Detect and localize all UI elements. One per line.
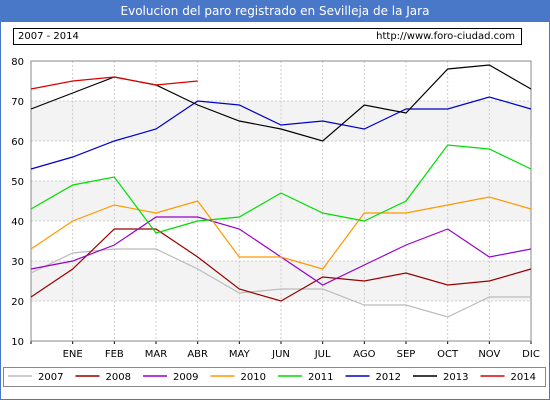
x-tick-label: OCT [437,349,459,360]
legend-label-2009: 2009 [173,372,198,383]
y-tick-label: 80 [11,57,24,68]
legend-label-2008: 2008 [106,372,131,383]
source-url: http://www.foro-ciudad.com [376,31,515,42]
series-line-2011 [30,144,532,234]
y-tick-label: 30 [11,257,24,268]
x-tick-label: AGO [353,349,375,360]
x-tick-label: ABR [187,349,208,360]
y-tick-label: 50 [11,177,24,188]
x-tick-label: SEP [397,349,416,360]
chart-title: Evolucion del paro registrado en Seville… [0,0,550,22]
legend-label-2007: 2007 [38,372,63,383]
x-tick-label: ENE [63,349,83,360]
series-line-2010 [30,196,532,270]
legend [3,367,546,387]
series-line-2012 [30,96,532,170]
plot-border [30,60,532,342]
y-tick-label: 40 [11,217,24,228]
legend-label-2013: 2013 [443,372,468,383]
x-tick-label: JUN [271,349,290,360]
y-tick-label: 20 [11,297,24,308]
x-tick-label: DIC [522,349,540,360]
legend-label-2014: 2014 [511,372,536,383]
legend-label-2010: 2010 [241,372,266,383]
period-label: 2007 - 2014 [18,31,79,42]
y-tick-label: 60 [11,137,24,148]
x-tick-label: MAR [145,349,167,360]
x-tick-label: MAY [229,349,251,360]
x-tick-label: JUL [314,349,331,360]
legend-label-2012: 2012 [376,372,401,383]
series-line-2014 [30,76,198,90]
y-tick-label: 70 [11,97,24,108]
series-line-2007 [30,248,531,318]
legend-label-2011: 2011 [308,372,333,383]
x-tick-label: FEB [105,349,124,360]
series-line-2008 [30,228,532,302]
x-tick-label: NOV [478,349,500,360]
y-tick-label: 10 [11,337,24,348]
info-box: 2007 - 2014 http://www.foro-ciudad.com [13,28,522,45]
